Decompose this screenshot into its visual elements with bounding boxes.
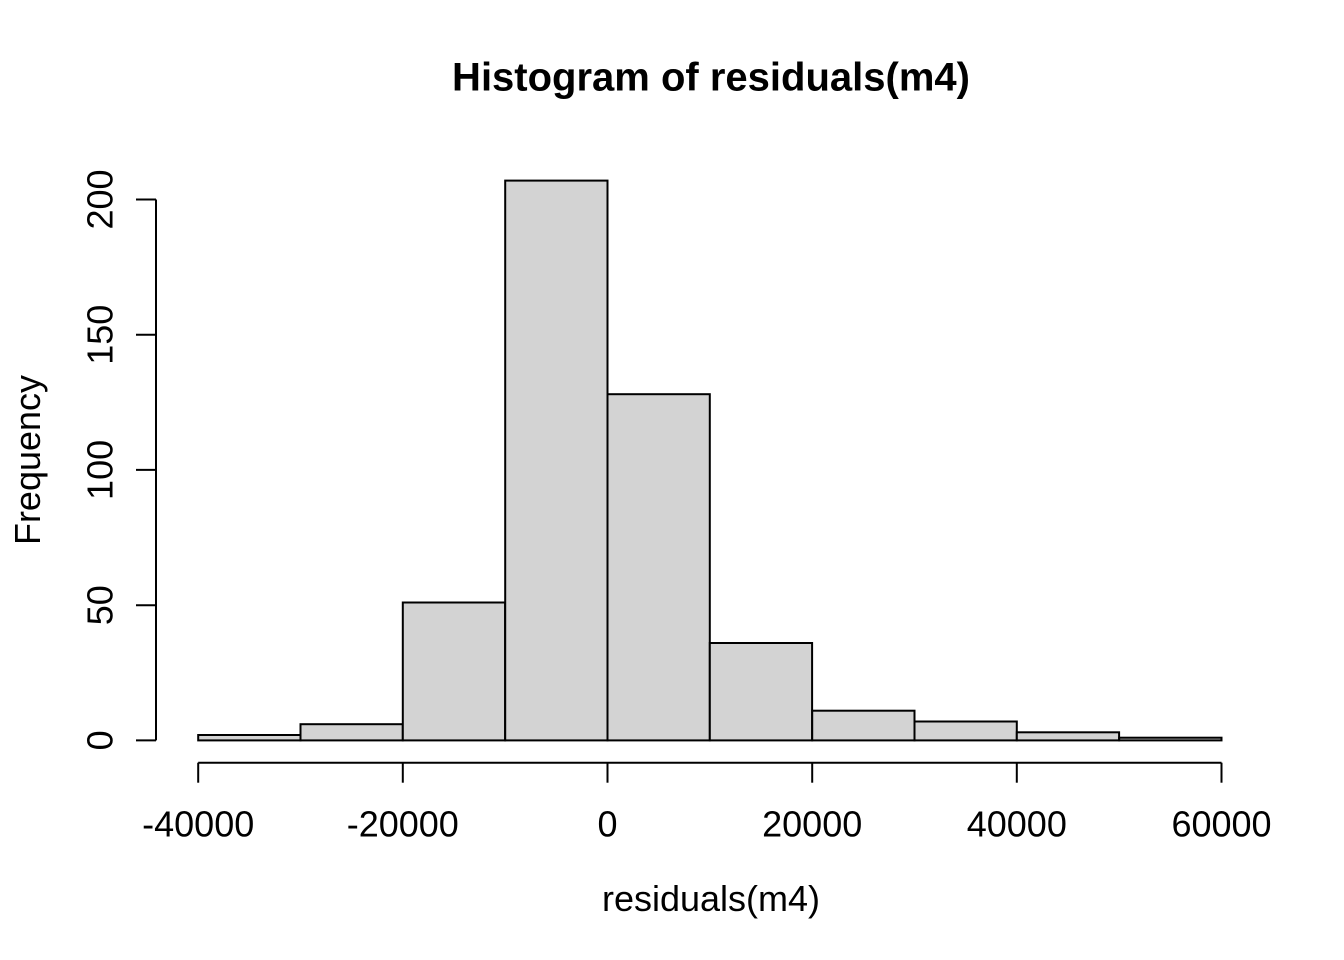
histogram-bar (504, 179, 609, 742)
y-tick-label: 50 (80, 585, 121, 625)
y-tick-label: 100 (80, 440, 121, 500)
x-tick-label: 0 (597, 804, 617, 845)
histogram-bar (1015, 731, 1121, 742)
y-tick-label: 0 (80, 730, 121, 750)
x-tick-label: 60000 (1171, 804, 1271, 845)
x-tick-label: -40000 (142, 804, 254, 845)
x-tick-label: -20000 (347, 804, 459, 845)
histogram-bar (913, 720, 1018, 742)
axes-group (136, 198, 1223, 783)
y-tick-labels-group: 0 50 100 150 200 (80, 169, 121, 750)
histogram-bar (811, 709, 916, 742)
histogram-bar (197, 734, 302, 742)
y-tick-label: 200 (80, 169, 121, 229)
x-tick-label: 40000 (967, 804, 1067, 845)
x-axis-title: residuals(m4) (601, 878, 821, 919)
y-tick-label: 150 (80, 305, 121, 365)
histogram-bar (708, 642, 814, 742)
histogram-bar (1118, 736, 1223, 742)
histogram-bar (401, 601, 507, 742)
x-tick-labels-group: -40000 -20000 0 20000 40000 60000 (142, 804, 1271, 845)
x-tick-label: 20000 (762, 804, 862, 845)
chart-title: Histogram of residuals(m4) (452, 55, 970, 100)
y-axis-title: Frequency (7, 374, 48, 546)
histogram-bars-group (197, 179, 1223, 742)
histogram-bar (606, 393, 711, 742)
histogram-bar (299, 723, 404, 742)
